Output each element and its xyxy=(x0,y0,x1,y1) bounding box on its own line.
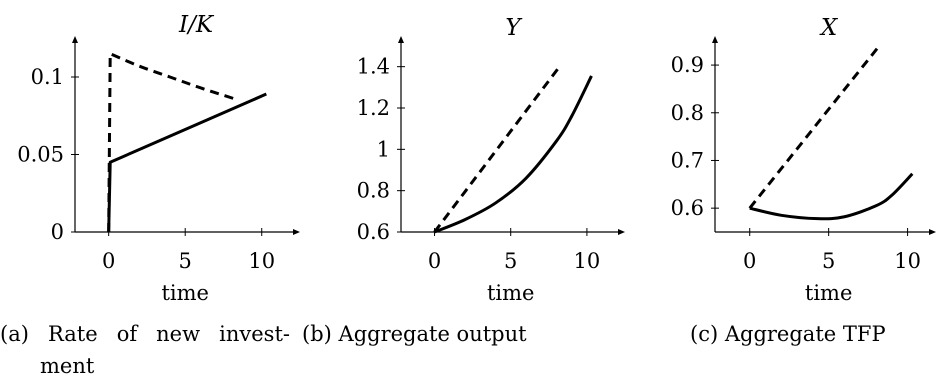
panel-b-series-solid xyxy=(433,75,593,234)
panel-a-y-axis-arrow xyxy=(72,36,78,43)
caption-b-marker: (b) xyxy=(302,322,332,346)
panel-b-y-tick-label-3: 1.2 xyxy=(357,96,390,120)
panel-c-y-tick-label-0: 0.6 xyxy=(671,196,704,220)
panel-b-series-dashed xyxy=(433,65,561,233)
caption-c-text: Aggregate TFP xyxy=(724,322,886,346)
panel-a-x-tick-label-1: 5 xyxy=(179,249,192,273)
panel-a-series-dashed xyxy=(107,52,235,233)
panel-a-x-axis-title: time xyxy=(161,281,209,305)
caption-c-marker: (c) xyxy=(690,322,719,346)
panel-a-title: I/K xyxy=(178,12,215,38)
panel-b-y-tick-label-0: 0.6 xyxy=(357,220,390,244)
panel-c-y-tick-label-3: 0.9 xyxy=(671,53,704,77)
panel-b-x-tick-label-2: 10 xyxy=(574,249,601,273)
panel-b-x-axis-arrow xyxy=(618,229,625,235)
panel-b-y-tick-label-4: 1.4 xyxy=(357,55,390,79)
panel-b-y-axis-arrow xyxy=(398,36,404,43)
panel-c-x-axis-title: time xyxy=(805,281,853,305)
panel-a-y-tick-label-2: 0.1 xyxy=(31,65,64,89)
panel-a-y-tick-label-0: 0 xyxy=(51,220,64,244)
caption-a-word-2: of xyxy=(116,322,138,346)
caption-c: (c) Aggregate TFP xyxy=(690,318,886,350)
panel-a-x-tick-label-0: 0 xyxy=(102,249,115,273)
panel-c-y-tick-label-2: 0.8 xyxy=(671,101,704,125)
panel-b-y-tick-label-2: 1 xyxy=(377,137,390,161)
caption-b: (b) Aggregate output xyxy=(302,318,527,350)
caption-a-word-3: new xyxy=(156,322,201,346)
panel-a-series-solid xyxy=(107,92,267,233)
caption-a: (a) Rate of new invest- ment xyxy=(0,318,290,382)
panel-b-y-tick-label-1: 0.8 xyxy=(357,179,390,203)
panel-b-x-tick-label-0: 0 xyxy=(428,249,441,273)
panel-b-x-tick-label-1: 5 xyxy=(504,249,517,273)
panel-c-y-axis-arrow xyxy=(712,36,718,43)
caption-a-word-1: Rate xyxy=(47,322,98,346)
panel-b-x-axis-title: time xyxy=(487,281,535,305)
panel-a-y-tick-label-1: 0.05 xyxy=(17,143,64,167)
panel-c-series-dashed xyxy=(748,45,881,210)
panel-a-x-tick-label-2: 10 xyxy=(248,249,275,273)
panel-b-title: Y xyxy=(505,15,523,41)
panel-c-x-tick-label-1: 5 xyxy=(822,249,835,273)
panel-c-x-tick-label-0: 0 xyxy=(743,249,756,273)
caption-a-line-2: ment xyxy=(40,354,95,378)
panel-c-series-solid xyxy=(749,172,914,221)
caption-a-marker: (a) xyxy=(0,322,29,346)
panel-c-x-axis-arrow xyxy=(929,229,936,235)
panel-a-x-axis-arrow xyxy=(293,229,300,235)
panel-c-x-tick-label-2: 10 xyxy=(894,249,921,273)
panel-c-y-tick-label-1: 0.7 xyxy=(671,148,704,172)
caption-b-text: Aggregate output xyxy=(338,322,527,346)
panel-c-title: X xyxy=(819,15,839,41)
caption-a-word-4: invest- xyxy=(219,322,290,346)
